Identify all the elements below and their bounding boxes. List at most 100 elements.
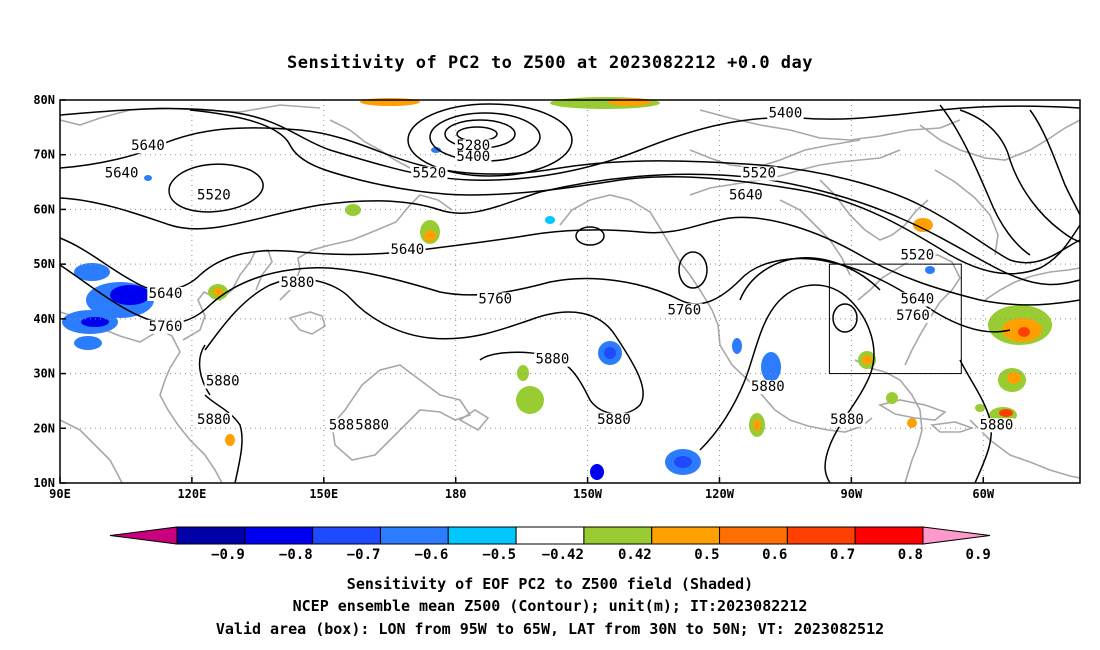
lat-tick-label: 60N — [33, 202, 55, 216]
contour-label-bg — [147, 319, 184, 334]
contour-label-bg — [595, 412, 633, 427]
lat-tick-label: 80N — [33, 93, 55, 107]
colorbar-label: 0.6 — [762, 547, 787, 563]
colorbar-label: −0.9 — [211, 547, 245, 563]
footer-line-3: Valid area (box): LON from 95W to 65W, L… — [216, 620, 884, 638]
contour-label: 5760 — [149, 319, 183, 335]
colorbar-box — [786, 526, 856, 545]
lon-axis: 90E 120E 150E 180 150W 120W 90W 60W — [49, 477, 995, 501]
colorbar-label: −0.42 — [542, 547, 584, 563]
contour-label-bg — [455, 139, 492, 154]
contour-label: 5880 — [597, 412, 631, 428]
contour-label-bg — [353, 418, 391, 433]
contour-label: 5640 — [131, 138, 165, 154]
colorbar-label: 0.8 — [898, 547, 923, 563]
colorbar-label: −0.5 — [482, 547, 516, 563]
footer-line-2: NCEP ensemble mean Z500 (Contour); unit(… — [293, 597, 808, 615]
contour-label-bg — [389, 243, 426, 258]
contour-label: 5640 — [900, 291, 934, 307]
contour-label-bg — [767, 106, 804, 121]
lon-tick-label: 90W — [841, 487, 863, 501]
contour-label: 5880 — [536, 352, 570, 368]
contour-label-bg — [899, 292, 936, 307]
contour-label-bg — [894, 308, 932, 323]
lon-tick-label: 60W — [972, 487, 994, 501]
lat-tick-label: 30N — [33, 367, 55, 381]
contour-label: 5880 — [206, 374, 240, 390]
contour-label: 5520 — [197, 187, 231, 203]
contour-label: 5880 — [980, 417, 1014, 433]
contour-label-bg — [828, 412, 866, 427]
colorbar-label: −0.8 — [279, 547, 313, 563]
colorbar-box — [312, 526, 381, 545]
lat-tick-label: 50N — [33, 257, 55, 271]
plot-title: Sensitivity of PC2 to Z500 at 2023082212… — [287, 53, 813, 73]
map-frame — [59, 99, 1081, 484]
colorbar-label: −0.6 — [415, 547, 449, 563]
colorbar-box — [176, 526, 246, 545]
colorbar-box — [854, 526, 924, 545]
valid-area-box — [828, 263, 962, 375]
colorbar-label: 0.5 — [694, 547, 719, 563]
contour-label-bg — [195, 412, 233, 427]
colorbar-box — [379, 526, 449, 545]
contour-label-bg — [147, 286, 184, 301]
contour-label-bg — [103, 166, 140, 181]
contour-label-bg — [978, 418, 1015, 433]
contour-label-bg — [740, 166, 778, 181]
colorbar-label: 0.9 — [966, 547, 991, 563]
colorbar-over-triangle — [922, 526, 991, 545]
lon-tick-label: 120E — [177, 487, 206, 501]
contour-label: 5760 — [478, 291, 512, 307]
contour-label: 5880 — [197, 412, 231, 428]
contour-label-bg — [411, 166, 448, 181]
contour-label: 5640 — [729, 187, 763, 203]
contour-label: 5520 — [412, 166, 446, 182]
contour-label-bg — [727, 188, 765, 203]
lat-tick-label: 10N — [33, 476, 55, 490]
contour-label: 5520 — [900, 248, 934, 264]
colorbar-box — [447, 526, 517, 545]
colorbar: −0.9 −0.8 −0.7 −0.6 −0.5 −0.42 0.42 0.5 0.6 0.7 0.… — [109, 526, 991, 563]
lat-tick-label: 70N — [33, 148, 55, 162]
colorbar-box — [515, 526, 585, 545]
contour-label-bg — [534, 352, 571, 367]
lon-tick-label: 90E — [49, 487, 71, 501]
contour-label-bg — [749, 379, 787, 394]
map-panel: 5640564055205280540055205400552056405640… — [33, 93, 1081, 501]
contour-label-bg — [666, 303, 703, 318]
contour-label: 5760 — [667, 302, 701, 318]
contour-label: 5400 — [456, 149, 490, 165]
colorbar-under-triangle — [109, 526, 178, 545]
contour-label-bg — [455, 150, 492, 165]
footer-line-1: Sensitivity of EOF PC2 to Z500 field (Sh… — [347, 575, 753, 593]
coastlines — [59, 104, 1081, 484]
contour-label-bg — [477, 292, 514, 307]
lat-tick-label: 40N — [33, 312, 55, 326]
contour-label-bg — [899, 248, 936, 263]
colorbar-label: 0.7 — [830, 547, 855, 563]
contour-label: 5640 — [390, 242, 424, 258]
lon-tick-label: 120W — [705, 487, 735, 501]
colorbar-box — [583, 526, 653, 545]
contour-label: 5520 — [742, 166, 776, 182]
contour-label-bg — [195, 188, 233, 203]
colorbar-box — [244, 526, 314, 545]
contour-label: 5640 — [149, 286, 183, 302]
contour-label: 5400 — [769, 105, 803, 121]
colorbar-label: 0.42 — [618, 547, 652, 563]
contour-label-bg — [129, 139, 167, 154]
colorbar-box — [719, 526, 788, 545]
contour-label: 5880 — [355, 417, 389, 433]
contour-label: 5880 — [830, 412, 864, 428]
contour-label-bg — [279, 276, 316, 291]
contour-label: 5880 — [751, 379, 785, 395]
colorbar-label: −0.7 — [347, 547, 381, 563]
lon-tick-label: 150E — [309, 487, 338, 501]
colorbar-box — [651, 526, 721, 545]
contour-label: 5760 — [896, 308, 930, 324]
lon-tick-label: 180 — [445, 487, 467, 501]
contour-label: 5880 — [281, 275, 315, 291]
contour-label-bg — [204, 374, 241, 389]
